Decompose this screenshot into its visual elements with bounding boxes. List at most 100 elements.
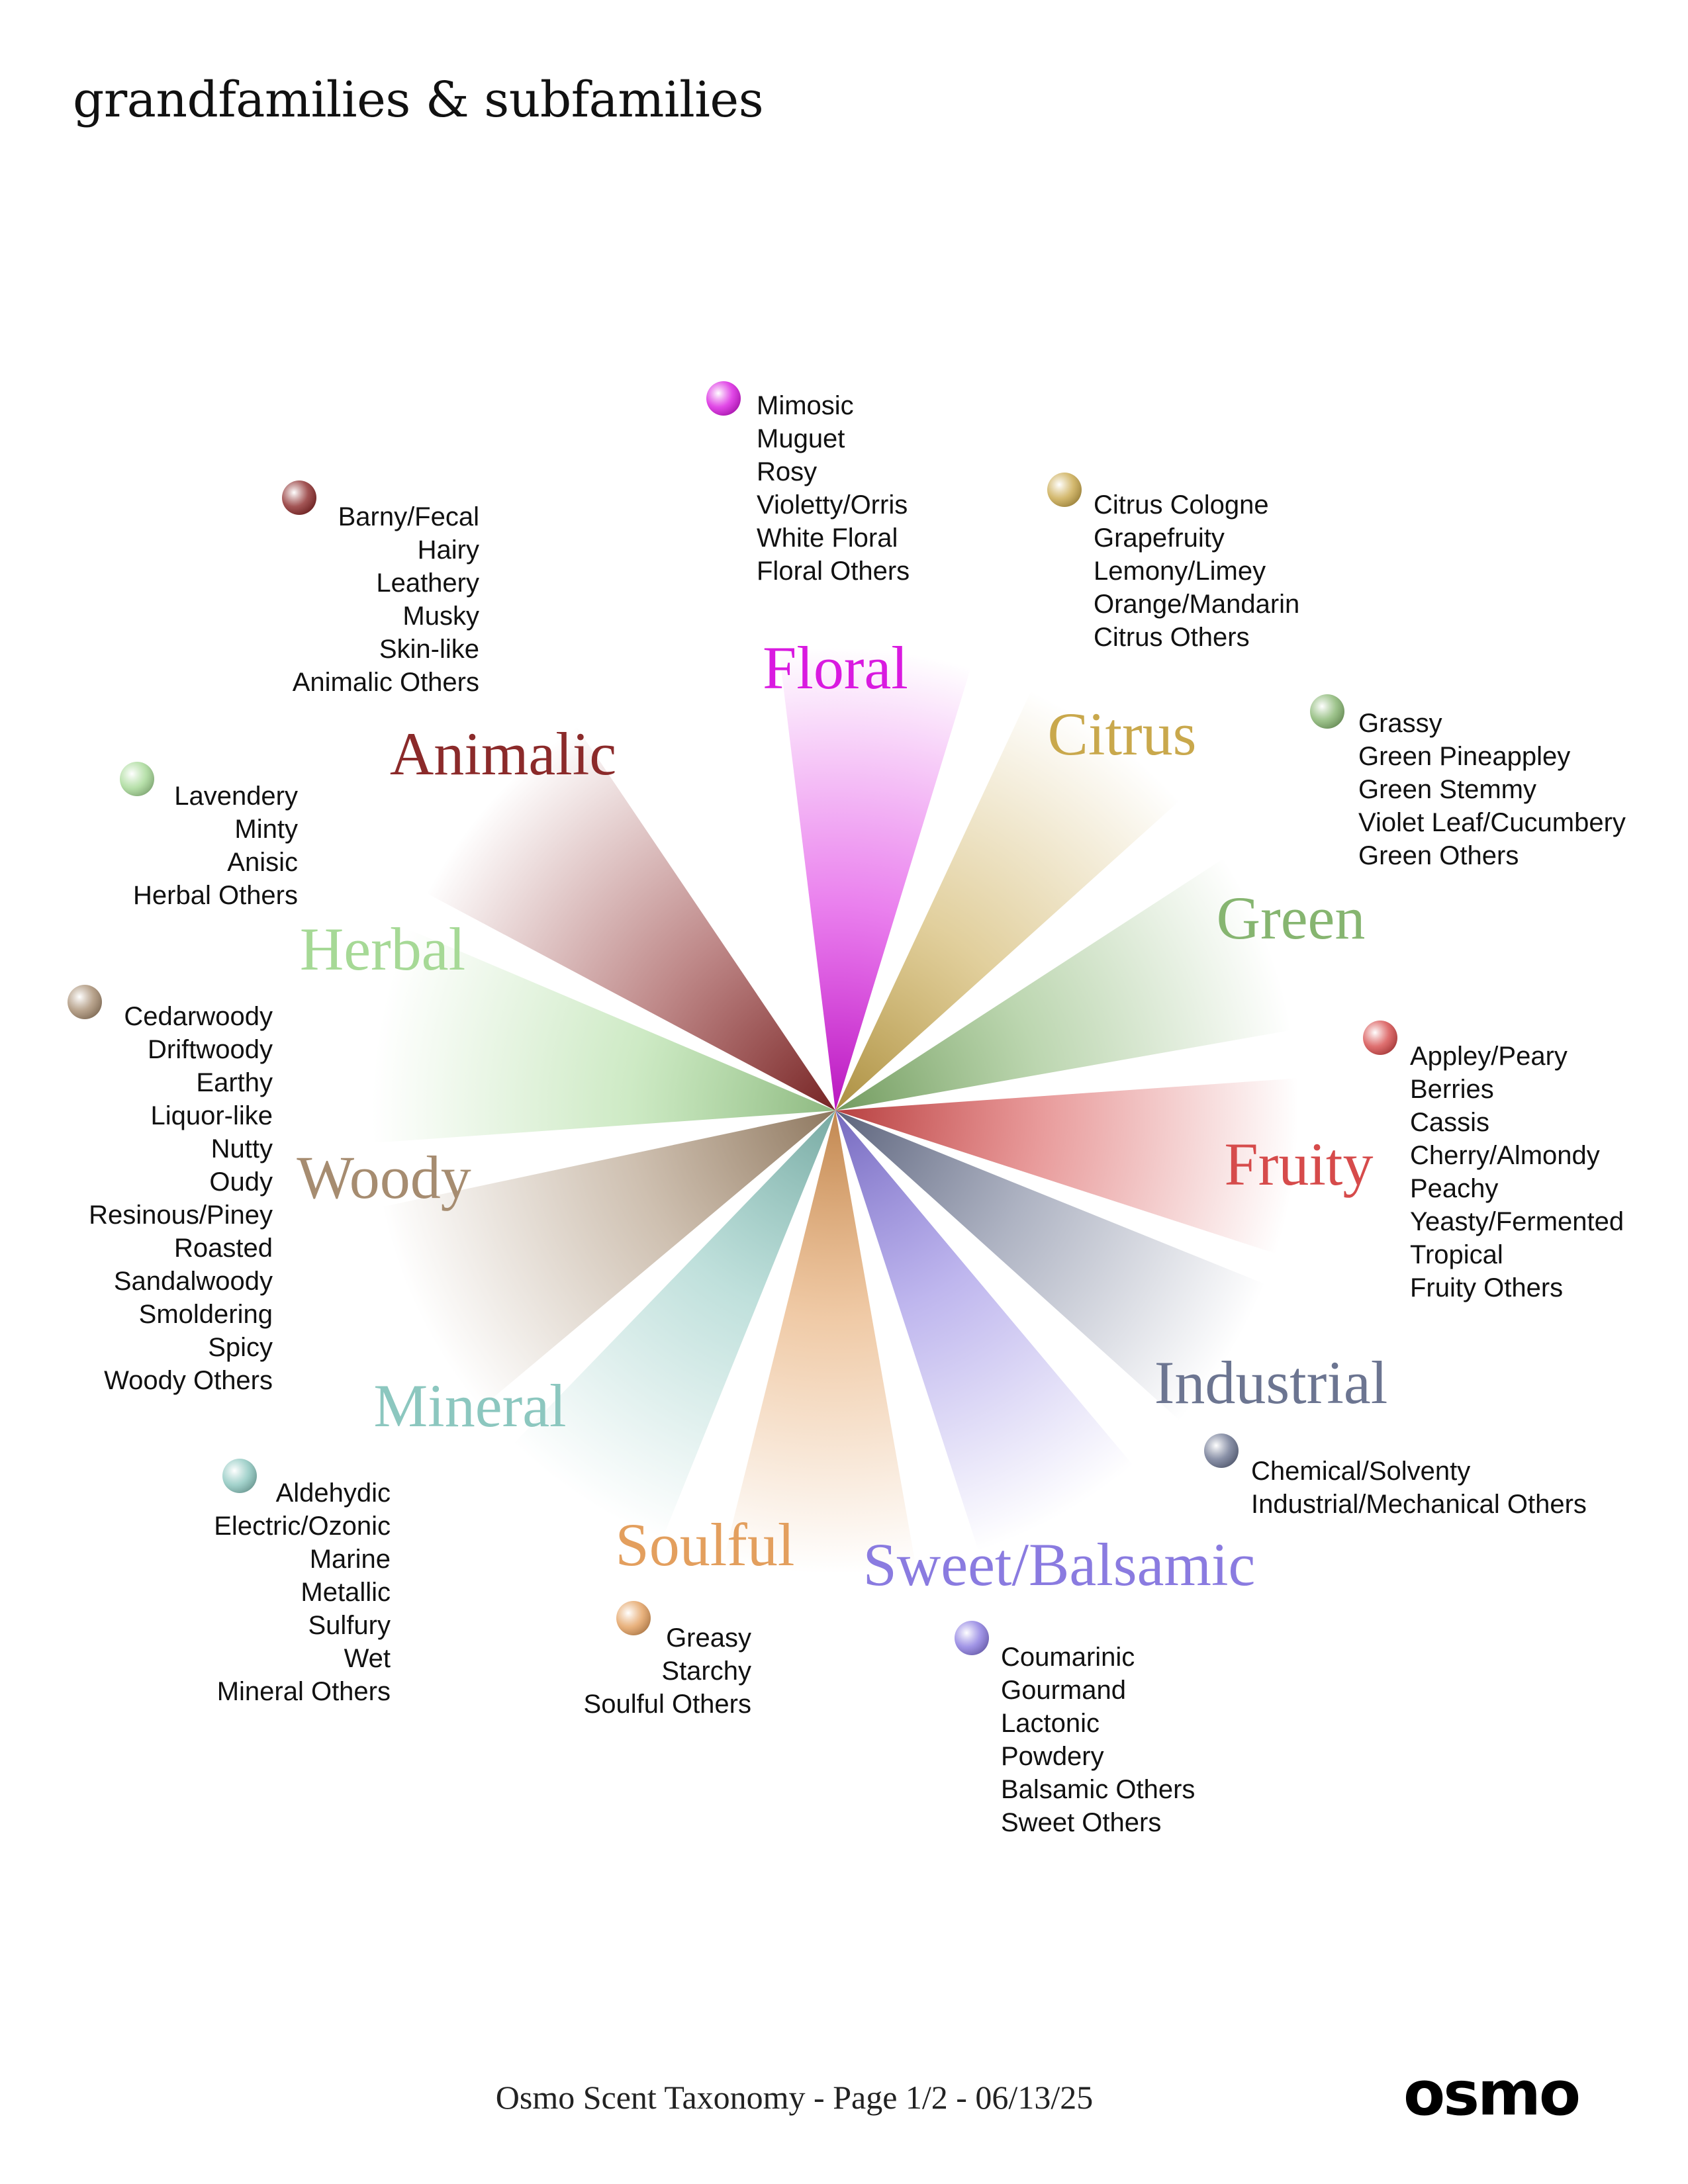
subfamily-herbal-2: Anisic xyxy=(227,848,298,877)
subfamily-mineral-4: Sulfury xyxy=(308,1611,391,1640)
subfamily-floral-1: Muguet xyxy=(757,424,845,453)
subfamily-fruity-1: Berries xyxy=(1410,1075,1494,1104)
dot-soulful xyxy=(616,1601,651,1635)
subfamily-floral-2: Rosy xyxy=(757,457,817,486)
subfamily-citrus-4: Citrus Others xyxy=(1094,623,1250,652)
subfamily-green-3: Violet Leaf/Cucumbery xyxy=(1358,808,1626,837)
subfamily-herbal-0: Lavendery xyxy=(174,782,298,811)
subfamily-fruity-4: Peachy xyxy=(1410,1174,1498,1203)
dot-floral xyxy=(706,381,741,416)
subfamily-soulful-0: Greasy xyxy=(666,1623,751,1653)
subfamily-woody-0: Cedarwoody xyxy=(124,1002,273,1031)
wedge-citrus xyxy=(835,690,1180,1111)
dot-industrial xyxy=(1204,1433,1239,1468)
subfamily-woody-10: Spicy xyxy=(208,1333,273,1362)
subfamily-fruity-3: Cherry/Almondy xyxy=(1410,1141,1600,1170)
subfamily-sweet-balsamic-4: Balsamic Others xyxy=(1001,1775,1195,1804)
subfamily-woody-7: Roasted xyxy=(174,1234,273,1263)
subfamily-herbal-1: Minty xyxy=(234,815,298,844)
wedge-herbal xyxy=(371,929,835,1143)
subfamily-woody-2: Earthy xyxy=(196,1068,273,1097)
family-label-animalic: Animalic xyxy=(390,720,616,788)
subfamily-soulful-2: Soulful Others xyxy=(584,1690,751,1719)
dot-citrus xyxy=(1047,473,1082,507)
family-label-floral: Floral xyxy=(763,634,908,702)
family-label-fruity: Fruity xyxy=(1225,1130,1374,1198)
family-label-sweet-balsamic: Sweet/Balsamic xyxy=(863,1531,1256,1598)
subfamily-green-2: Green Stemmy xyxy=(1358,775,1536,804)
subfamily-fruity-2: Cassis xyxy=(1410,1108,1489,1137)
family-label-industrial: Industrial xyxy=(1154,1349,1388,1416)
subfamily-floral-5: Floral Others xyxy=(757,557,910,586)
dot-animalic xyxy=(282,480,316,515)
subfamily-woody-5: Oudy xyxy=(209,1167,273,1197)
wedge-soulful xyxy=(723,1111,916,1574)
subfamily-fruity-0: Appley/Peary xyxy=(1410,1042,1568,1071)
family-label-citrus: Citrus xyxy=(1048,700,1197,768)
subfamily-woody-6: Resinous/Piney xyxy=(89,1201,273,1230)
subfamily-green-1: Green Pineappley xyxy=(1358,742,1570,771)
family-label-herbal: Herbal xyxy=(300,915,465,983)
wedge-green xyxy=(835,858,1292,1111)
subfamily-mineral-6: Mineral Others xyxy=(217,1677,391,1706)
dot-fruity xyxy=(1363,1021,1397,1055)
subfamily-herbal-3: Herbal Others xyxy=(133,881,298,910)
osmo-logo: osmo xyxy=(1403,2058,1581,2129)
subfamily-green-4: Green Others xyxy=(1358,841,1519,870)
dot-mineral xyxy=(222,1459,257,1493)
subfamily-industrial-1: Industrial/Mechanical Others xyxy=(1251,1490,1587,1519)
subfamily-woody-8: Sandalwoody xyxy=(114,1267,273,1296)
subfamily-citrus-3: Orange/Mandarin xyxy=(1094,590,1299,619)
subfamily-fruity-5: Yeasty/Fermented xyxy=(1410,1207,1624,1236)
dot-green xyxy=(1310,694,1344,729)
subfamily-mineral-2: Marine xyxy=(310,1545,391,1574)
subfamily-soulful-1: Starchy xyxy=(661,1657,751,1686)
subfamily-animalic-2: Leathery xyxy=(376,569,479,598)
subfamily-floral-3: Violetty/Orris xyxy=(757,490,908,520)
subfamily-floral-0: Mimosic xyxy=(757,391,854,420)
subfamily-industrial-0: Chemical/Solventy xyxy=(1251,1457,1470,1486)
dot-woody xyxy=(68,985,102,1019)
wedge-floral xyxy=(778,647,971,1111)
subfamily-woody-11: Woody Others xyxy=(104,1366,273,1395)
subfamily-citrus-2: Lemony/Limey xyxy=(1094,557,1266,586)
wedge-group xyxy=(371,647,1299,1574)
wedge-fruity xyxy=(835,1078,1299,1254)
subfamily-sweet-balsamic-3: Powdery xyxy=(1001,1742,1104,1771)
subfamily-sweet-balsamic-1: Gourmand xyxy=(1001,1676,1126,1705)
page-title: grandfamilies & subfamilies xyxy=(73,71,764,128)
subfamily-woody-1: Driftwoody xyxy=(148,1035,273,1064)
dot-sweet-balsamic xyxy=(955,1621,989,1655)
subfamily-animalic-0: Barny/Fecal xyxy=(338,502,479,531)
family-label-green: Green xyxy=(1217,884,1366,952)
wedge-mineral xyxy=(513,1111,835,1540)
wedge-woody xyxy=(382,1111,835,1408)
subfamily-fruity-6: Tropical xyxy=(1410,1240,1503,1269)
footer-caption: Osmo Scent Taxonomy - Page 1/2 - 06/13/2… xyxy=(495,2079,1094,2116)
family-label-mineral: Mineral xyxy=(373,1372,566,1439)
wedge-sweet-balsamic xyxy=(835,1111,1133,1551)
family-label-woody: Woody xyxy=(297,1144,471,1211)
subfamily-woody-4: Nutty xyxy=(211,1134,273,1163)
subfamily-sweet-balsamic-0: Coumarinic xyxy=(1001,1643,1135,1672)
subfamily-fruity-7: Fruity Others xyxy=(1410,1273,1563,1302)
subfamily-animalic-4: Skin-like xyxy=(379,635,479,664)
subfamily-mineral-1: Electric/Ozonic xyxy=(214,1512,391,1541)
family-label-soulful: Soulful xyxy=(616,1511,795,1578)
subfamily-mineral-5: Wet xyxy=(344,1644,391,1673)
subfamily-woody-3: Liquor-like xyxy=(150,1101,273,1130)
subfamily-floral-4: White Floral xyxy=(757,523,898,553)
family-label-group: Floral Citrus Green Fruity Industrial Sweet/B… xyxy=(297,634,1387,1598)
dot-herbal xyxy=(120,762,154,796)
subfamily-sweet-balsamic-2: Lactonic xyxy=(1001,1709,1100,1738)
subfamily-green-0: Grassy xyxy=(1358,709,1442,738)
subfamily-citrus-0: Citrus Cologne xyxy=(1094,490,1269,520)
wedge-industrial xyxy=(835,1111,1265,1421)
subfamily-sweet-balsamic-5: Sweet Others xyxy=(1001,1808,1161,1837)
subfamily-animalic-3: Musky xyxy=(402,602,479,631)
wedge-animalic xyxy=(426,726,835,1111)
subfamily-animalic-1: Hairy xyxy=(418,535,479,565)
subfamily-mineral-3: Metallic xyxy=(301,1578,391,1607)
